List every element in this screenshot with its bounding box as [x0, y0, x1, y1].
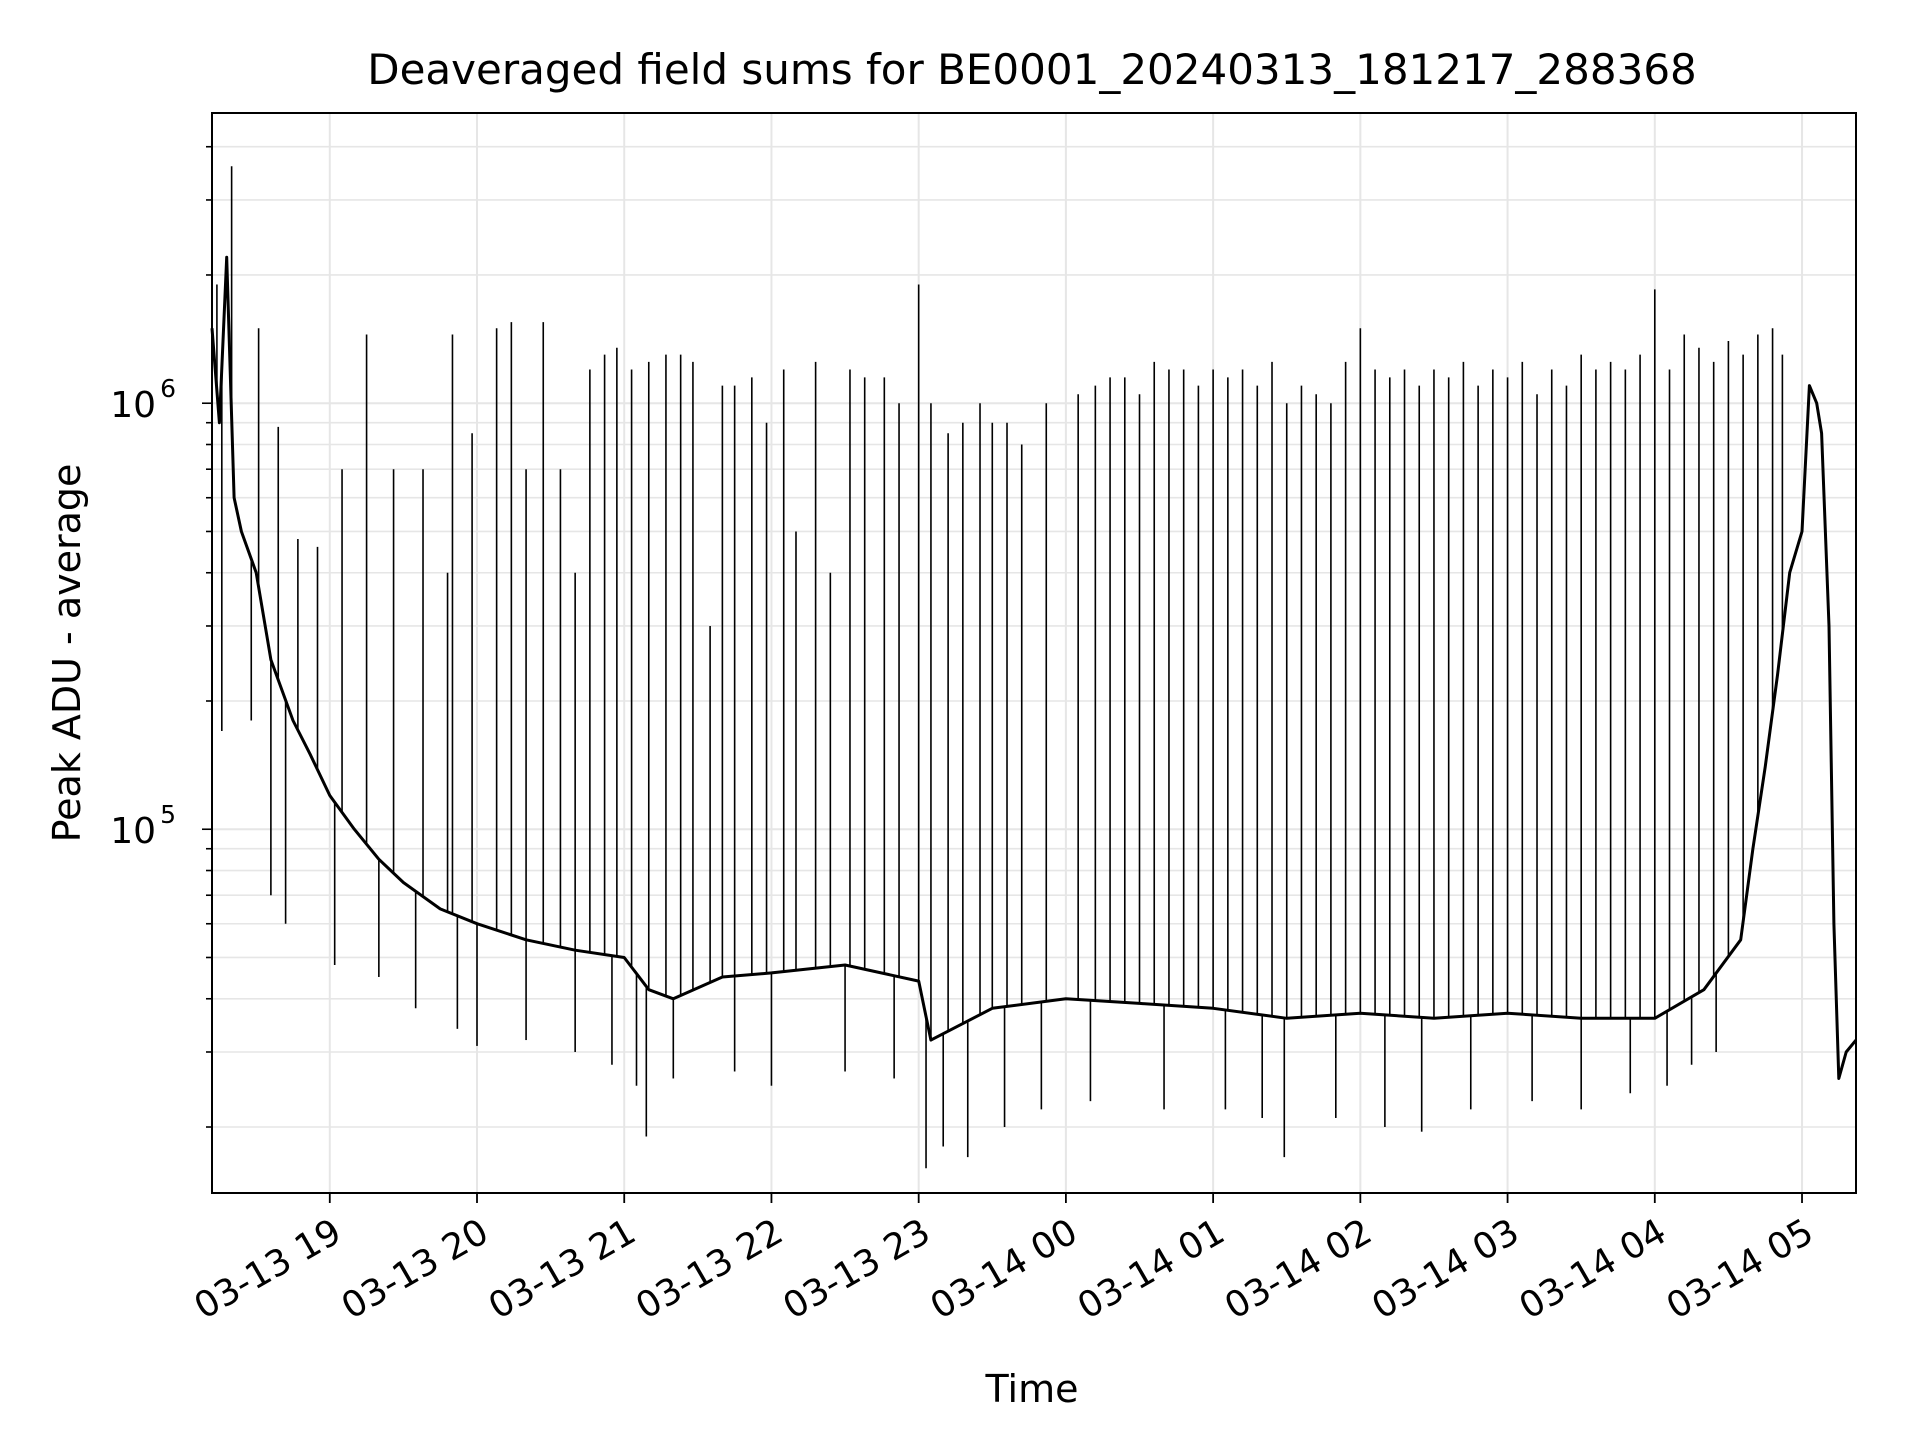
- y-tick-exponent: 6: [160, 374, 176, 403]
- chart-title: Deaveraged field sums for BE0001_2024031…: [367, 45, 1697, 94]
- y-tick-label: 10: [110, 385, 156, 426]
- y-tick-exponent: 5: [160, 800, 176, 829]
- y-tick-label: 10: [110, 811, 156, 852]
- plot-area: [210, 166, 1858, 1169]
- series-line: [210, 255, 1858, 1080]
- plot-frame: [211, 112, 1857, 1194]
- x-axis-label: Time: [985, 1367, 1079, 1411]
- y-axis-label: Peak ADU - average: [45, 464, 89, 843]
- grid-lines: [212, 113, 1856, 1193]
